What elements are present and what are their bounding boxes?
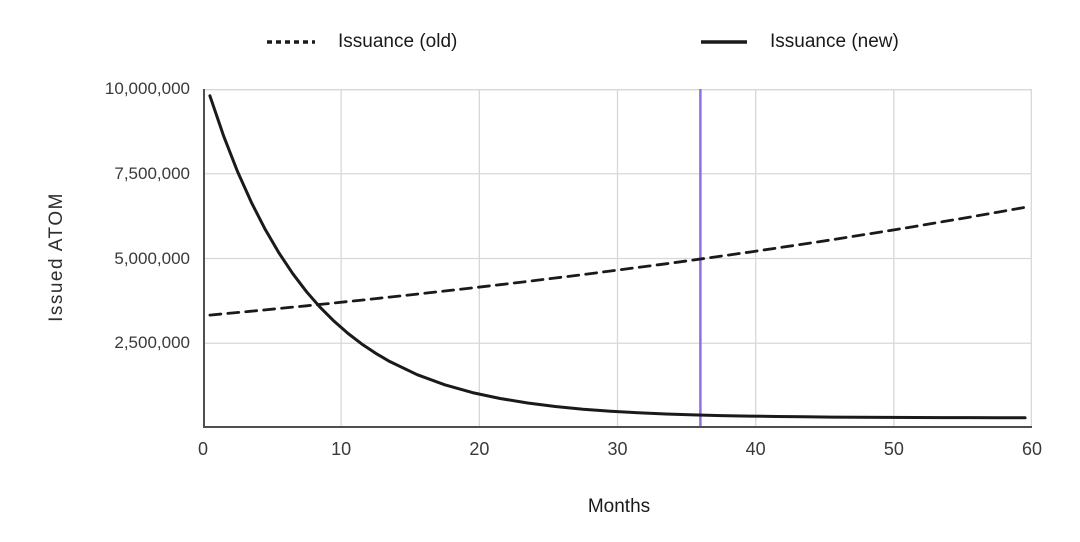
- solid-line-swatch-icon: [701, 40, 747, 44]
- legend-item-issuance-old: Issuance (old): [266, 28, 457, 56]
- plot-area: [203, 89, 1032, 428]
- dashed-line-swatch-icon: [267, 40, 315, 44]
- legend-label-issuance-old: Issuance (old): [338, 31, 458, 52]
- series-issuance-new-line: [208, 94, 1027, 420]
- x-tick-label: 40: [745, 439, 766, 459]
- x-tick-label: 20: [469, 439, 490, 459]
- y-tick-label: 5,000,000: [114, 248, 190, 268]
- x-tick-label: 30: [607, 439, 628, 459]
- x-tick-label: 50: [883, 439, 904, 459]
- y-tick-label: 7,500,000: [114, 163, 190, 183]
- x-axis-title: Months: [587, 496, 651, 517]
- y-tick-label: 2,500,000: [114, 333, 190, 353]
- x-tick-label: 10: [331, 439, 352, 459]
- x-tick-label: 60: [1021, 439, 1043, 459]
- legend-label-issuance-new: Issuance (new): [770, 31, 899, 52]
- series-issuance-old-line: [208, 205, 1027, 317]
- legend-item-issuance-new: Issuance (new): [700, 28, 899, 56]
- y-tick-label: 10,000,000: [104, 79, 190, 98]
- x-tick-label: 0: [197, 439, 208, 459]
